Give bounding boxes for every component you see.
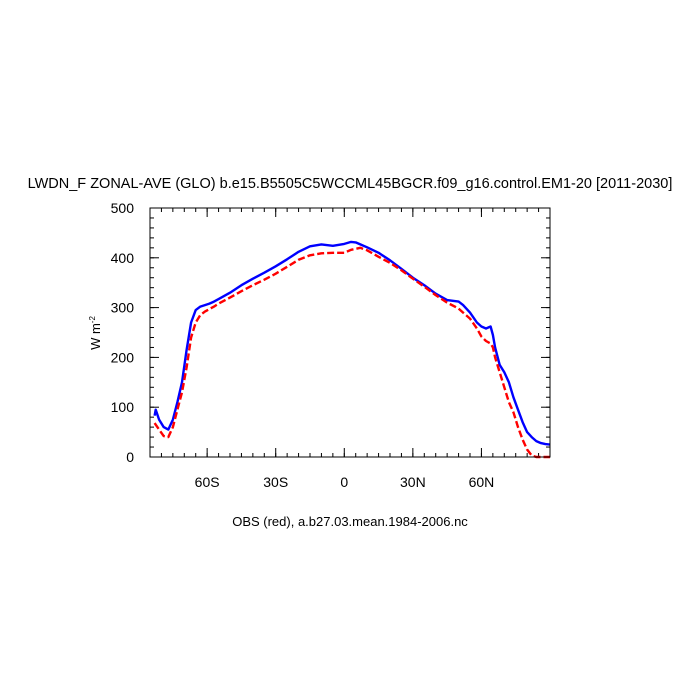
obs-series-line: [153, 246, 550, 459]
x-tick-label: 0: [340, 474, 348, 490]
y-tick-label: 100: [111, 399, 135, 415]
y-axis-label-exponent: -2: [88, 316, 97, 324]
x-tick-labels: 60S 30S 0 30N 60N: [195, 474, 495, 490]
x-tick-label: 60N: [469, 474, 495, 490]
series-group: [153, 240, 551, 459]
y-tick-label: 500: [111, 200, 135, 216]
y-tick-label: 0: [126, 449, 134, 465]
x-tick-label: 30N: [400, 474, 426, 490]
y-axis-label: W m-2: [88, 316, 103, 350]
model-series-line: [153, 240, 551, 446]
x-tick-label: 30S: [263, 474, 288, 490]
y-tick-label: 200: [111, 349, 135, 365]
y-axis-label-base: W m: [88, 323, 103, 350]
x-tick-label: 60S: [195, 474, 220, 490]
chart-title: LWDN_F ZONAL-AVE (GLO) b.e15.B5505C5WCCM…: [28, 176, 673, 192]
plot-frame: [149, 207, 551, 458]
y-tick-label: 300: [111, 300, 135, 316]
x-axis-label: OBS (red), a.b27.03.mean.1984-2006.nc: [232, 514, 468, 529]
y-tick-label: 400: [111, 250, 135, 266]
tick-group: [150, 207, 551, 458]
y-tick-labels: 0 100 200 300 400 500: [111, 200, 135, 465]
